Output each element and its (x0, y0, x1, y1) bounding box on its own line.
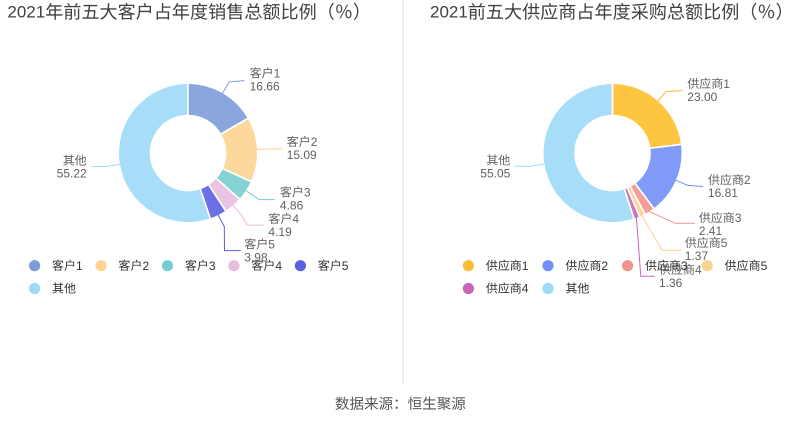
svg-text:5: 5 (268, 237, 275, 251)
svg-text:5: 5 (761, 259, 768, 273)
svg-text:2021: 2021 (7, 3, 45, 22)
svg-text:2: 2 (142, 259, 149, 273)
svg-text:3: 3 (735, 211, 742, 225)
svg-text:1: 1 (723, 77, 730, 91)
svg-text:15.09: 15.09 (287, 148, 317, 162)
svg-text:1: 1 (274, 66, 281, 80)
svg-text:55.22: 55.22 (57, 167, 87, 181)
svg-text:3: 3 (304, 185, 311, 199)
svg-text:55.05: 55.05 (480, 167, 510, 181)
svg-text:4: 4 (275, 259, 282, 273)
svg-text:4: 4 (695, 263, 702, 277)
svg-text:1: 1 (76, 259, 83, 273)
svg-text:3: 3 (209, 259, 216, 273)
svg-text:2.41: 2.41 (699, 224, 723, 238)
svg-text:16.66: 16.66 (250, 79, 280, 93)
svg-text:4: 4 (292, 212, 299, 226)
svg-text:2: 2 (601, 259, 608, 273)
svg-text:4.19: 4.19 (268, 225, 292, 239)
svg-text:5: 5 (721, 236, 728, 250)
svg-text:2: 2 (311, 135, 318, 149)
svg-text:3: 3 (681, 259, 688, 273)
svg-text:2021: 2021 (430, 3, 468, 22)
svg-text:4.86: 4.86 (280, 198, 304, 212)
svg-text:1.36: 1.36 (659, 276, 683, 290)
svg-text:1: 1 (522, 259, 529, 273)
svg-text:4: 4 (522, 282, 529, 296)
svg-text:2: 2 (744, 173, 751, 187)
svg-text:1.37: 1.37 (685, 249, 709, 263)
svg-text:5: 5 (342, 259, 349, 273)
svg-text:16.81: 16.81 (708, 186, 738, 200)
svg-text:23.00: 23.00 (687, 90, 717, 104)
